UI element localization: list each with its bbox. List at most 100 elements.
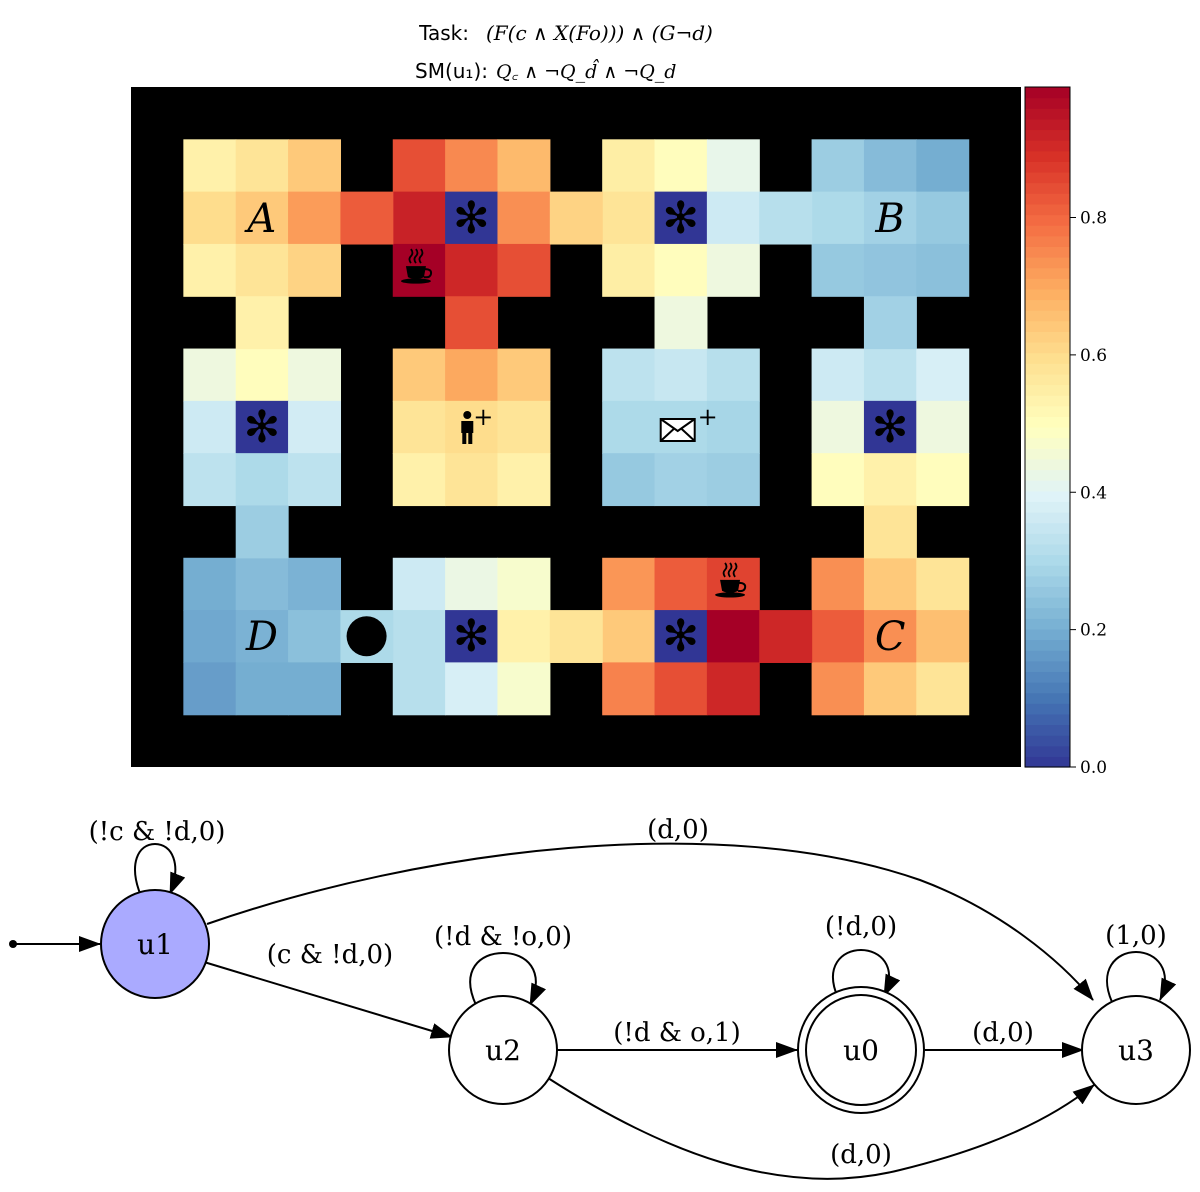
colorbar-segment [1025,533,1070,545]
colorbar-segment [1025,257,1070,269]
colorbar-segment [1025,575,1070,587]
colorbar-tick-label: 0.6 [1080,346,1107,366]
corridor-cell [549,191,603,245]
edge-u1-u3 [206,842,1094,1001]
grid-cell [392,557,446,611]
grid-cell [863,662,917,716]
state-u2-label: u2 [485,1034,521,1067]
grid-cell [235,348,289,402]
colorbar-segment [1025,692,1070,704]
grid-cell [863,139,917,193]
grid-cell [916,557,970,611]
colorbar-segment [1025,501,1070,513]
grid-cell [445,243,499,297]
colorbar-segment [1025,639,1070,651]
edge-u1-u1 [134,842,186,897]
colorbar-segment [1025,267,1070,279]
sm-label: SM(u₁): [415,59,488,83]
colorbar-segment [1025,745,1070,757]
grid-cell [497,348,551,402]
grid-cell [497,243,551,297]
grid-cell [235,662,289,716]
colorbar-frame [1024,86,1071,768]
grid-cell [235,191,289,245]
grid-cell [288,348,342,402]
grid-cell [811,400,865,454]
colorbar-segment [1025,543,1070,556]
colorbar-tick-label: 0.8 [1080,209,1107,229]
colorbar-segment [1025,458,1070,471]
colorbar-segment [1025,490,1070,502]
person-icon [461,411,474,444]
coffee-icon [400,248,433,284]
state-u3-circle [1081,995,1191,1105]
grid-cell [602,557,656,611]
decoration-asterisk-icon: ✻ [243,402,280,453]
colorbar-segment [1025,299,1070,311]
grid-cell [916,400,970,454]
grid-cell [916,348,970,402]
edge-u2-u2 [469,951,546,1006]
grid-cell [183,557,237,611]
colorbar-tick-label: 0.2 [1080,621,1107,641]
grid-cell [183,662,237,716]
grid-markers: A B D C ✻ ✻ ✻ ✻ ✻ ✻ + + [243,193,908,662]
grid-cell [288,191,342,245]
grid-cell [811,662,865,716]
grid-cell [288,662,342,716]
colorbar-segment [1025,363,1070,375]
grid-cell [288,557,342,611]
colorbar-segment [1025,342,1070,354]
colorbar-segment [1025,320,1070,332]
corridor-cell [445,296,499,350]
state-u2-circle [448,995,558,1105]
decoration-asterisk-icon: ✻ [662,193,699,244]
colorbar-segment [1025,140,1070,152]
colorbar-segment [1025,512,1070,524]
colorbar-segment [1025,172,1070,184]
colorbar-segment [1025,618,1070,630]
colorbar-segment [1025,756,1070,768]
grid-cell [288,453,342,507]
grid-cell [654,453,708,507]
state-u1-label: u1 [137,928,173,961]
sm-formula: Q꜀ ∧ ¬Q_d̂ ∧ ¬Q_d [496,58,676,83]
grid-cell [235,243,289,297]
grid-cell [706,453,760,507]
colorbar-segment [1025,522,1070,534]
grid-cell [863,400,917,454]
colorbar-segment [1025,469,1070,481]
colorbar-segment [1025,150,1070,162]
grid-cell [288,400,342,454]
colorbar-segment [1025,713,1070,726]
colorbar: 0.0 0.2 0.4 0.6 0.8 [1024,86,1107,778]
grid-cell [445,191,499,245]
grid-cell [654,139,708,193]
corridor-cell [759,191,813,245]
decoration-asterisk-icon: ✻ [662,611,699,662]
grid-cell [916,453,970,507]
grid-cell [706,662,760,716]
colorbar-segment [1025,161,1070,173]
task-formula: (F(c ∧ X(Fo))) ∧ (G¬d) [486,21,713,45]
grid-cell [811,191,865,245]
state-u0: u0 [797,986,925,1114]
grid-cell [706,610,760,663]
grid-cell [288,243,342,297]
grid-cell [811,453,865,507]
grid-cell [916,610,970,663]
decoration-asterisk-icon: ✻ [453,193,490,244]
grid-cell [916,191,970,245]
grid-cell [392,610,446,663]
colorbar-segment [1025,735,1070,747]
edge-u0-u0 [832,948,901,999]
grid-cell [654,348,708,402]
gridworld-heatmap: A B D C ✻ ✻ ✻ ✻ ✻ ✻ + + [131,87,1021,767]
plus-icon: + [698,403,718,431]
edge-label-u0-u3: (d,0) [972,1018,1034,1048]
coffee-icon [715,562,747,598]
room-label-a: A [243,196,276,242]
edge-label-u1-u1: (!c & !d,0) [89,817,226,847]
corridor-cell [759,610,813,663]
corridor-cell [863,505,917,559]
